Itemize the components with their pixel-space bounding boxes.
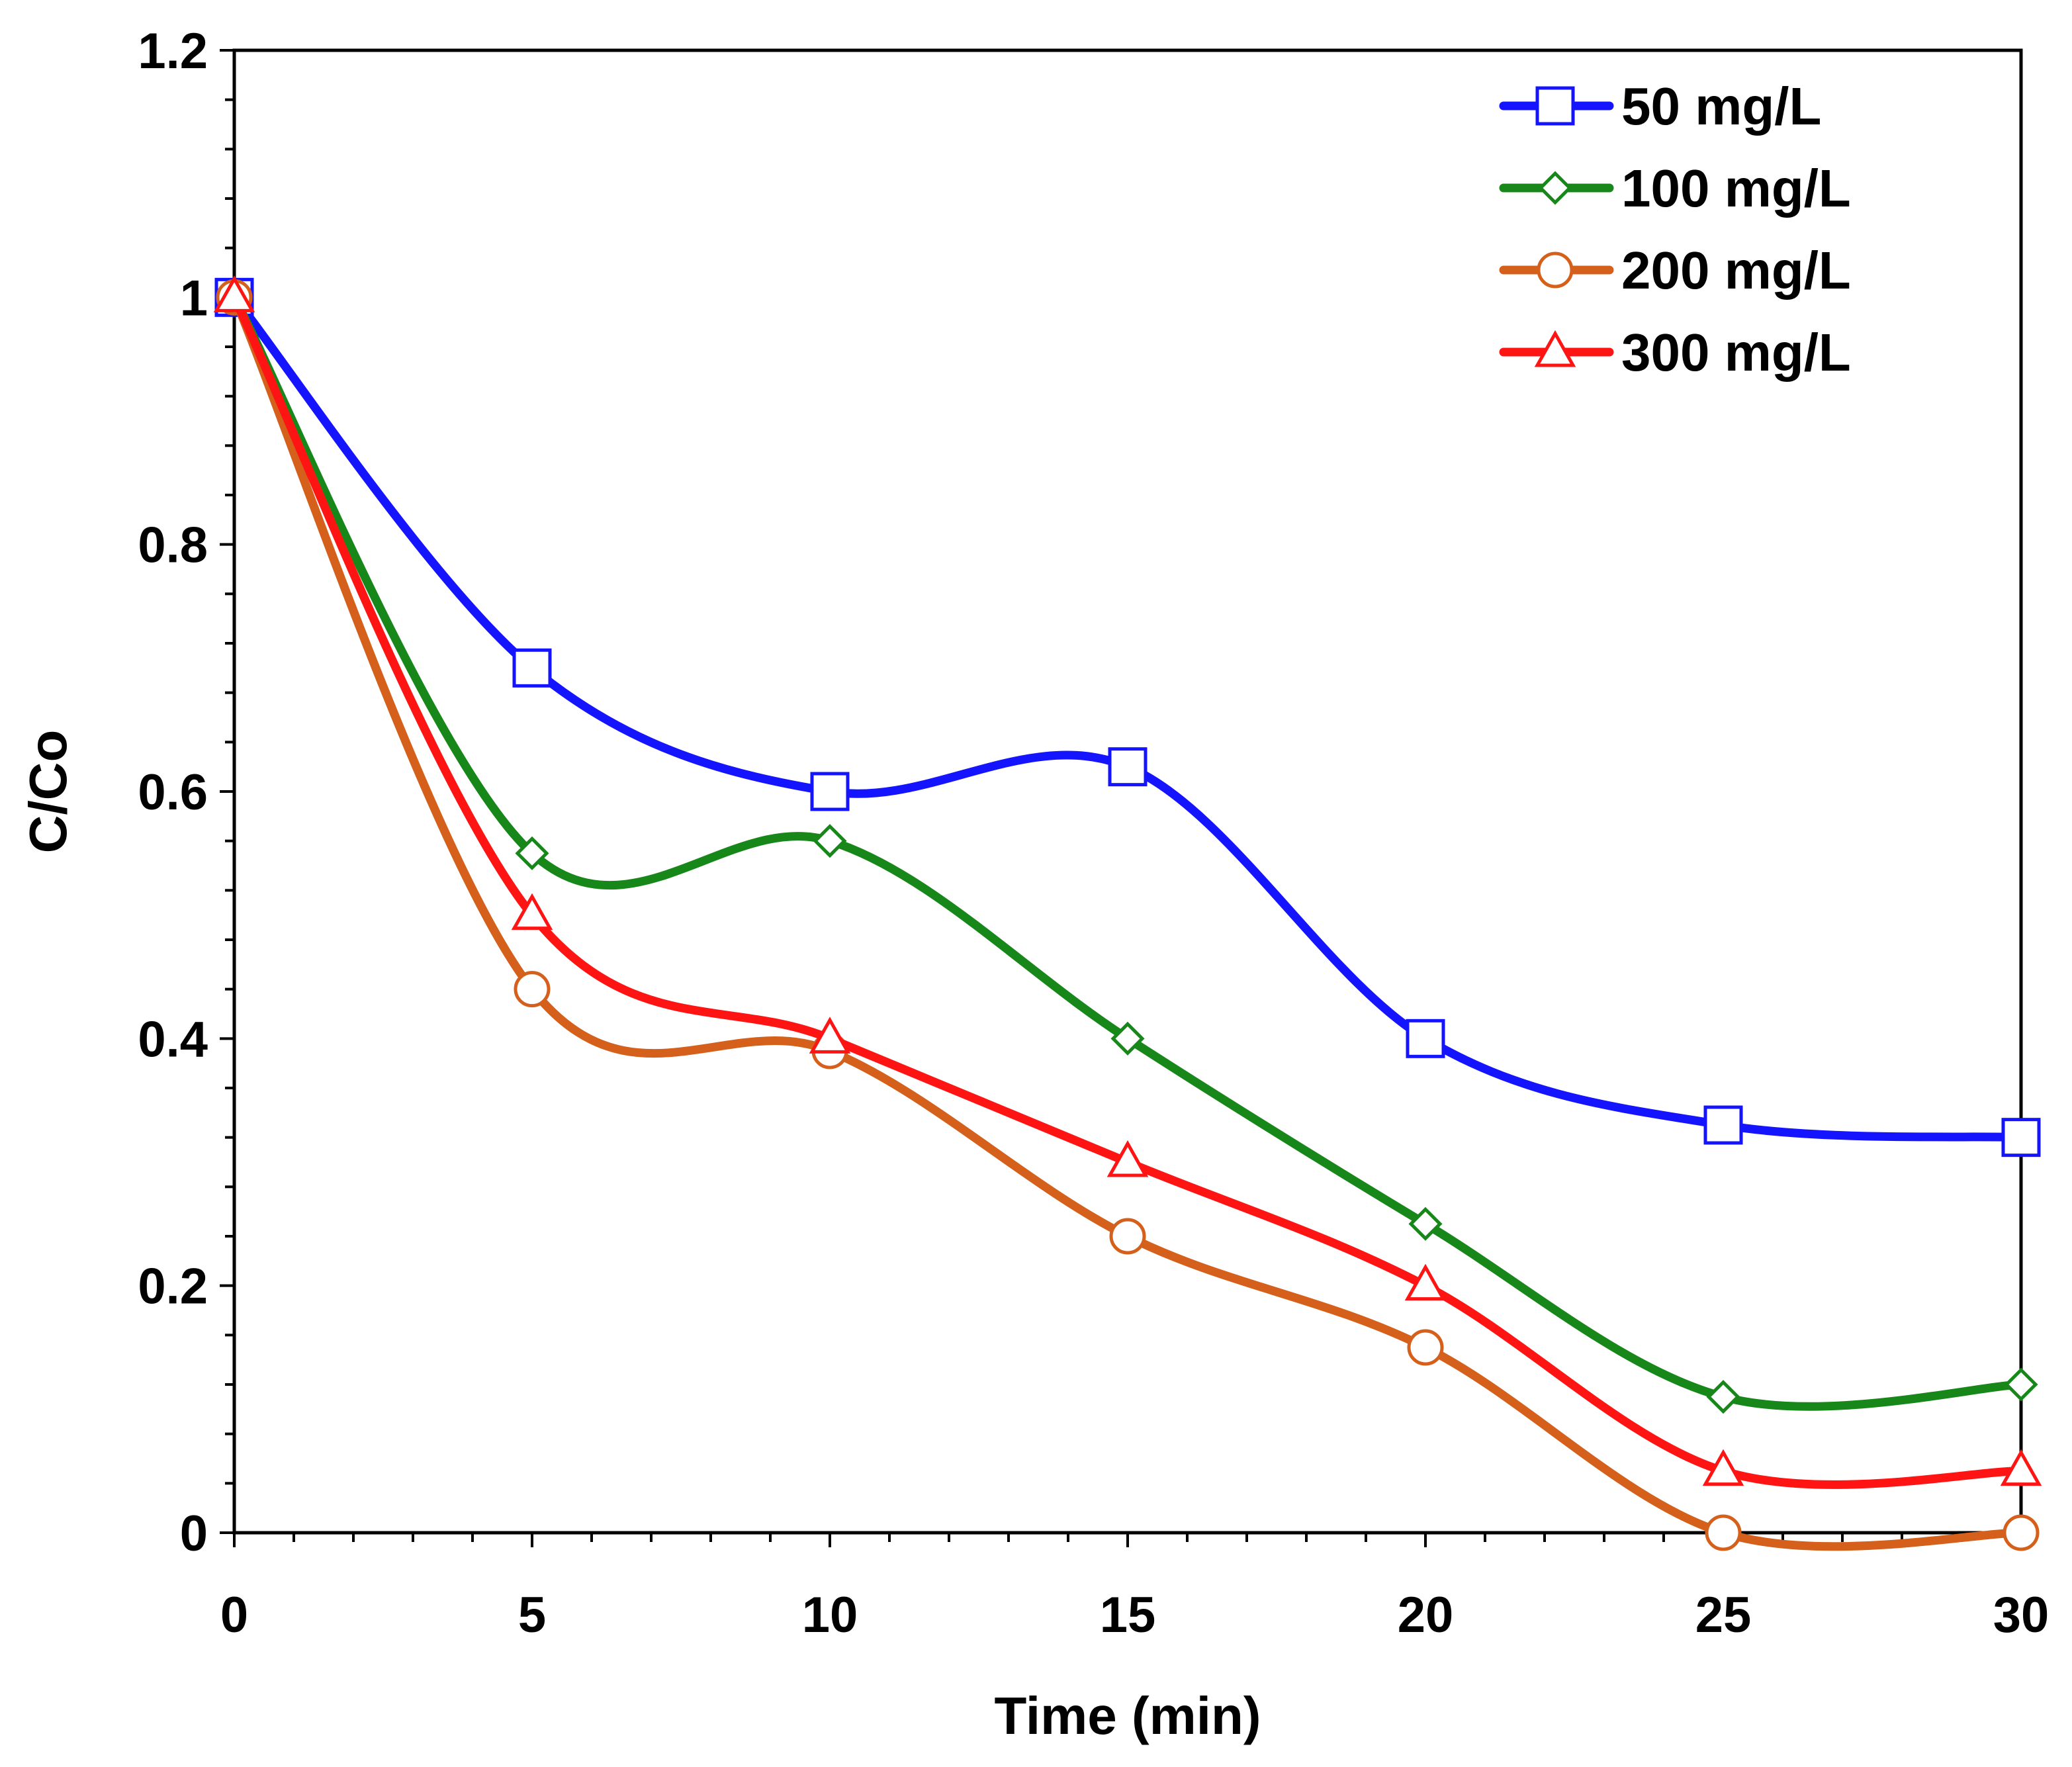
square-marker [1535, 86, 1575, 126]
triangle-marker [2000, 1449, 2042, 1486]
triangle-marker [1106, 1140, 1149, 1177]
series-200-mg-l [216, 279, 2040, 1551]
triangle-marker [511, 893, 553, 930]
triangle-marker [213, 275, 255, 312]
legend: 50 mg/L 100 mg/L 200 mg/L 300 mg/L [1499, 77, 1851, 382]
y-tick-label: 0.8 [138, 518, 208, 574]
legend-item: 300 mg/L [1499, 323, 1851, 382]
legend-label: 200 mg/L [1621, 241, 1851, 300]
circle-marker [1109, 1218, 1146, 1255]
square-marker [1108, 747, 1148, 787]
circle-marker [1705, 1514, 1742, 1551]
x-tick-label: 15 [1100, 1587, 1156, 1643]
legend-item: 200 mg/L [1499, 241, 1851, 300]
series-line [230, 293, 2026, 1489]
x-tick-label: 5 [518, 1587, 546, 1643]
diamond-marker [1706, 1380, 1740, 1414]
axes: 0 0.2 0.4 0.6 0.8 1 1.2 0 5 10 15 20 25 30 [138, 23, 2049, 1643]
triangle-marker [809, 1017, 851, 1054]
legend-label: 50 mg/L [1621, 77, 1821, 136]
series-group [213, 275, 2042, 1551]
square-marker [1406, 1019, 1445, 1058]
y-tick-label: 0.6 [138, 764, 208, 821]
square-marker [2001, 1118, 2041, 1157]
square-marker [512, 648, 552, 688]
x-tick-label: 30 [1993, 1587, 2049, 1643]
diamond-marker [1538, 171, 1572, 205]
y-tick-label: 1.2 [138, 23, 208, 79]
series-line [230, 293, 2026, 1551]
circle-marker [1407, 1329, 1444, 1366]
series-line [230, 293, 2026, 1142]
circle-marker [2003, 1514, 2040, 1551]
series-300-mg-l [213, 275, 2042, 1489]
series-50-mg-l [214, 277, 2041, 1157]
diamond-marker [1110, 1021, 1145, 1056]
triangle-marker [1404, 1263, 1447, 1301]
x-tick-label: 0 [220, 1587, 248, 1643]
x-tick-label: 20 [1398, 1587, 1454, 1643]
x-tick-label: 10 [802, 1587, 858, 1643]
triangle-marker [1702, 1449, 1744, 1486]
legend-item: 50 mg/L [1499, 77, 1821, 136]
square-marker [810, 772, 850, 811]
y-tick-label: 1 [180, 270, 208, 326]
circle-marker [1537, 251, 1574, 289]
legend-item: 100 mg/L [1499, 159, 1851, 218]
y-axis-label: C/Co [19, 730, 77, 854]
diamond-marker [1408, 1206, 1443, 1241]
legend-label: 300 mg/L [1621, 323, 1851, 382]
circle-marker [514, 971, 551, 1008]
x-axis-label: Time (min) [994, 1686, 1261, 1745]
y-tick-label: 0.2 [138, 1259, 208, 1315]
diamond-marker [515, 836, 549, 870]
triangle-marker [1534, 330, 1576, 367]
y-tick-label: 0 [180, 1506, 208, 1562]
y-tick-label: 0.4 [138, 1011, 208, 1067]
legend-label: 100 mg/L [1621, 159, 1851, 218]
diamond-marker [2004, 1367, 2038, 1402]
square-marker [1703, 1105, 1743, 1145]
diamond-marker [813, 824, 847, 858]
series-line [230, 293, 2026, 1411]
x-tick-label: 25 [1695, 1587, 1752, 1643]
